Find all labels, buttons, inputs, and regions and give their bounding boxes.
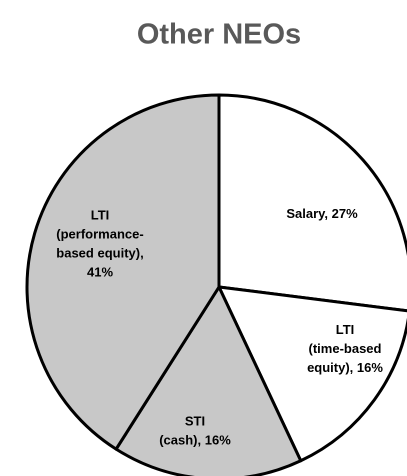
pie-slice — [114, 285, 303, 476]
pie-slice — [25, 93, 221, 451]
data-label-line: STI — [185, 414, 205, 429]
data-label-line: 41% — [87, 265, 113, 280]
data-label-line: based equity), — [56, 246, 143, 261]
data-label: LTI (time-based equity), 16% — [307, 322, 383, 375]
data-label-line: Salary, 27% — [286, 206, 358, 221]
data-label: STI (cash), 16% — [159, 414, 231, 448]
data-label-line: (time-based — [309, 341, 382, 356]
data-label-line: equity), 16% — [307, 360, 383, 375]
data-label: LTI (performance-based equity), 41% — [56, 208, 143, 280]
data-label-line: (performance- — [56, 227, 143, 242]
data-label-line: LTI — [336, 322, 355, 337]
data-label: Salary, 27% — [286, 206, 358, 221]
chart-title: Other NEOs — [137, 19, 301, 51]
data-label-line: LTI — [91, 208, 110, 223]
data-label-line: (cash), 16% — [159, 433, 231, 448]
pie-slice — [217, 93, 407, 313]
